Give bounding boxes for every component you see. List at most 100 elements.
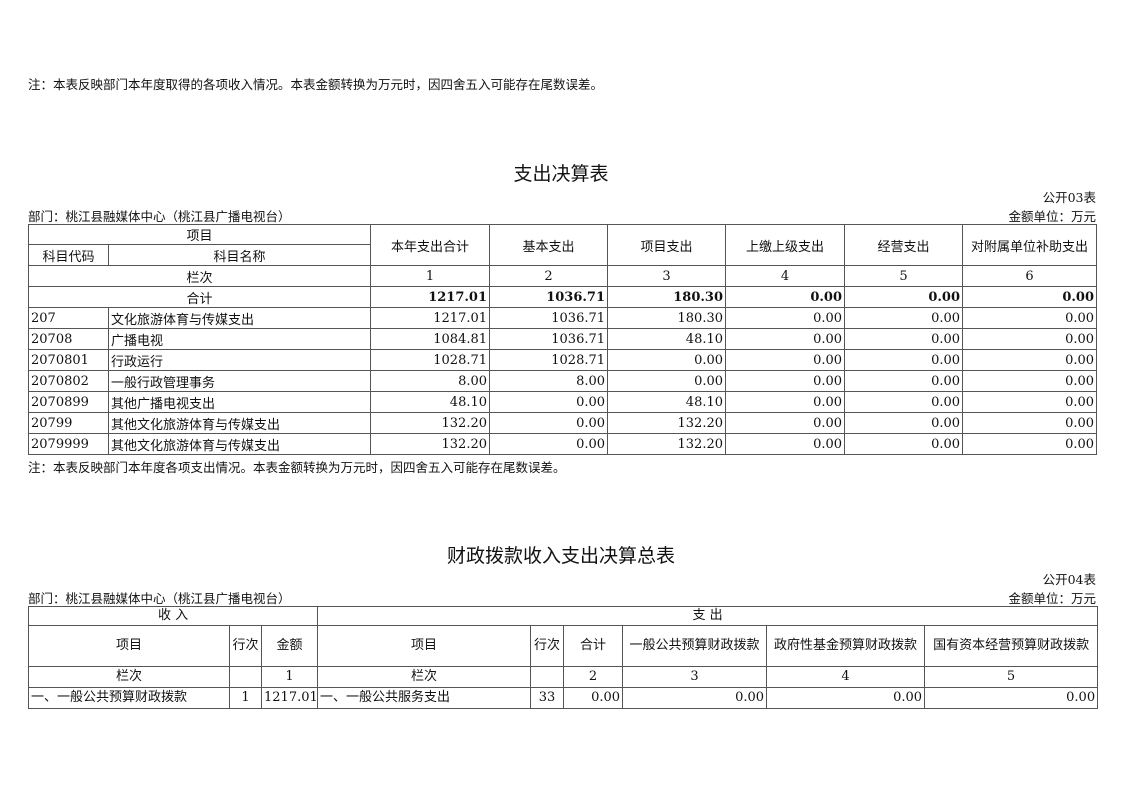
header-col: 项目支出 xyxy=(607,224,727,266)
header-col: 国有资本经营预算财政拨款 xyxy=(924,625,1099,667)
header-col: 合计 xyxy=(563,625,624,667)
header-col: 对附属单位补助支出 xyxy=(962,224,1098,266)
row-name: 其他文化旅游体育与传媒支出 xyxy=(107,433,372,455)
row-value: 132.20 xyxy=(607,433,727,455)
cell: 一、一般公共服务支出 xyxy=(317,687,532,709)
lanci-label: 栏次 xyxy=(28,666,230,688)
expense-header: 支 出 xyxy=(317,606,1099,626)
row-value: 0.00 xyxy=(844,391,964,413)
row-value: 0.00 xyxy=(844,349,964,371)
row-value: 0.00 xyxy=(962,370,1098,392)
header-col: 上缴上级支出 xyxy=(725,224,846,266)
total-value: 180.30 xyxy=(607,286,727,308)
row-value: 0.00 xyxy=(607,370,727,392)
cell: 33 xyxy=(530,687,565,709)
unit-label: 金额单位：万元 xyxy=(1008,209,1096,224)
row-value: 1028.71 xyxy=(370,349,491,371)
header-code: 科目代码 xyxy=(28,244,109,266)
table-code: 公开04表 xyxy=(1042,572,1096,587)
total-value: 1036.71 xyxy=(489,286,609,308)
header-col: 本年支出合计 xyxy=(370,224,491,266)
row-value: 0.00 xyxy=(962,349,1098,371)
expense-table: 项目 本年支出合计 基本支出 项目支出 上缴上级支出 经营支出 对附属单位补助支… xyxy=(27,224,1098,455)
table-code: 公开03表 xyxy=(1042,190,1096,205)
department-label: 部门：桃江县融媒体中心（桃江县广播电视台） xyxy=(28,591,291,606)
income-header: 收 入 xyxy=(27,606,319,626)
table-row: 20708 广播电视 1084.81 1036.71 48.10 0.00 0.00 0.00 xyxy=(28,328,1098,350)
table-row: 2070899 其他广播电视支出 48.10 0.00 48.10 0.00 0.00 0.0… xyxy=(28,391,1098,413)
col-number: 6 xyxy=(962,265,1098,287)
row-value: 0.00 xyxy=(844,307,964,329)
cell: 1 xyxy=(229,687,262,709)
row-name: 广播电视 xyxy=(107,328,372,350)
row-code: 2079999 xyxy=(28,433,109,455)
unit-label: 金额单位：万元 xyxy=(1008,591,1096,606)
cell: 1217.01 xyxy=(260,687,319,709)
row-value: 0.00 xyxy=(489,412,609,434)
summary-table: 收 入支 出 项目 行次 金额 项目 行次 合计 一般公共预算财政拨款 政府性基金预算财政拨… xyxy=(27,606,1099,709)
col-number: 1 xyxy=(370,265,491,287)
row-code: 207 xyxy=(28,307,109,329)
lanci-label: 栏次 xyxy=(27,265,372,287)
row-value: 0.00 xyxy=(725,412,846,434)
table-row: 一、一般公共预算财政拨款 1 1217.01 一、一般公共服务支出 33 0.00 0.00… xyxy=(28,687,1099,709)
table-row: 2070802 一般行政管理事务 8.00 8.00 0.00 0.00 0.00 0.00 xyxy=(28,370,1098,392)
table-row: 2079999 其他文化旅游体育与传媒支出 132.20 0.00 132.20 0.00… xyxy=(28,433,1098,455)
row-value: 1084.81 xyxy=(370,328,491,350)
row-value: 0.00 xyxy=(962,307,1098,329)
row-value: 0.00 xyxy=(725,391,846,413)
header-name: 科目名称 xyxy=(107,244,372,266)
col-number: 1 xyxy=(260,666,319,688)
col-number: 3 xyxy=(607,265,727,287)
row-value: 0.00 xyxy=(844,328,964,350)
header-col: 行次 xyxy=(530,625,565,667)
total-label: 合计 xyxy=(27,286,372,308)
row-value: 0.00 xyxy=(844,433,964,455)
cell: 0.00 xyxy=(622,687,768,709)
row-value: 0.00 xyxy=(725,370,846,392)
total-value: 0.00 xyxy=(844,286,964,308)
lanci-label: 栏次 xyxy=(317,666,532,688)
row-value: 132.20 xyxy=(370,412,491,434)
table-row: 207 文化旅游体育与传媒支出 1217.01 1036.71 180.30 0.00 0.… xyxy=(28,307,1098,329)
row-value: 0.00 xyxy=(607,349,727,371)
total-value: 1217.01 xyxy=(370,286,491,308)
row-value: 8.00 xyxy=(489,370,609,392)
total-value: 0.00 xyxy=(962,286,1098,308)
row-value: 0.00 xyxy=(725,328,846,350)
row-value: 0.00 xyxy=(844,370,964,392)
department-label: 部门：桃江县融媒体中心（桃江县广播电视台） xyxy=(28,209,291,224)
row-code: 20799 xyxy=(28,412,109,434)
row-value: 132.20 xyxy=(607,412,727,434)
row-value: 0.00 xyxy=(962,328,1098,350)
row-value: 48.10 xyxy=(370,391,491,413)
row-name: 其他广播电视支出 xyxy=(107,391,372,413)
row-value: 0.00 xyxy=(489,433,609,455)
col-number: 5 xyxy=(844,265,964,287)
row-value: 1036.71 xyxy=(489,307,609,329)
row-value: 48.10 xyxy=(607,328,727,350)
row-value: 48.10 xyxy=(607,391,727,413)
row-name: 一般行政管理事务 xyxy=(107,370,372,392)
row-value: 0.00 xyxy=(962,412,1098,434)
col-number: 4 xyxy=(725,265,846,287)
col-number: 2 xyxy=(563,666,624,688)
row-value: 1028.71 xyxy=(489,349,609,371)
header-col: 项目 xyxy=(28,625,230,667)
row-value: 0.00 xyxy=(489,391,609,413)
row-value: 8.00 xyxy=(370,370,491,392)
header-col: 一般公共预算财政拨款 xyxy=(622,625,768,667)
header-col: 经营支出 xyxy=(844,224,964,266)
row-value: 0.00 xyxy=(725,433,846,455)
cell: 0.00 xyxy=(563,687,624,709)
income-note: 注：本表反映部门本年度取得的各项收入情况。本表金额转换为万元时，因四舍五入可能存… xyxy=(28,77,604,92)
header-col: 政府性基金预算财政拨款 xyxy=(766,625,926,667)
table-row: 2070801 行政运行 1028.71 1028.71 0.00 0.00 0.00 0.0… xyxy=(28,349,1098,371)
header-col: 金额 xyxy=(260,625,319,667)
row-name: 文化旅游体育与传媒支出 xyxy=(107,307,372,329)
row-code: 2070802 xyxy=(28,370,109,392)
row-value: 0.00 xyxy=(962,433,1098,455)
expense-note: 注：本表反映部门本年度各项支出情况。本表金额转换为万元时，因四舍五入可能存在尾数… xyxy=(28,460,566,475)
total-value: 0.00 xyxy=(725,286,846,308)
cell: 0.00 xyxy=(924,687,1099,709)
